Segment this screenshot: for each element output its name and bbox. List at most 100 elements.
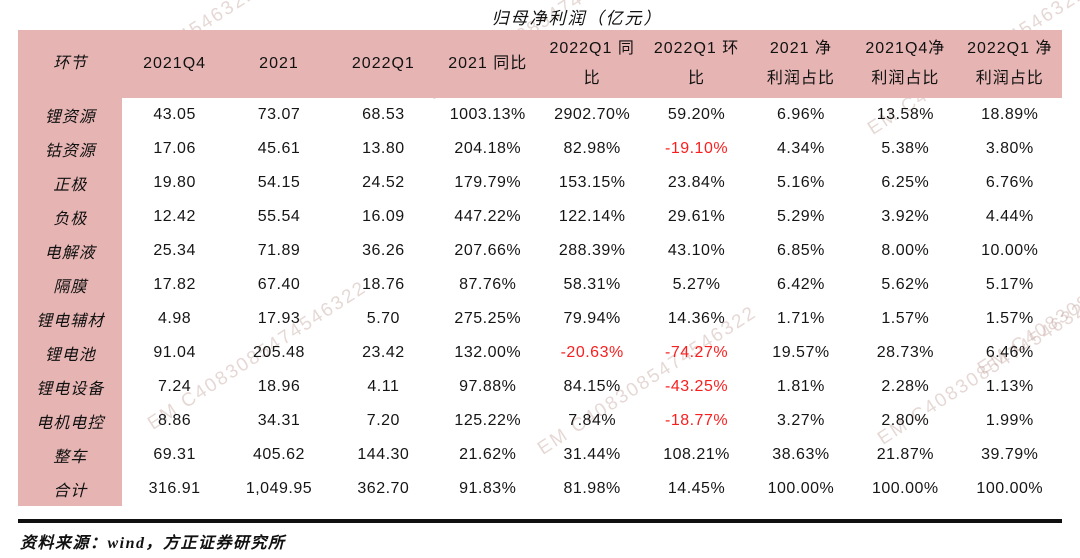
header-row: 环节 2021Q4 2021 2022Q1 2021 同比 2022Q1 同 比… [18,30,1062,98]
table-cell: 100.00% [767,480,835,497]
table-cell: 34.31 [257,412,301,429]
table-cell: 125.22% [454,412,522,429]
row-label: 锂电辅材 [18,302,123,336]
table-cell: 29.61% [667,208,726,225]
table-cell: 14.36% [667,310,726,327]
table-cell: 179.79% [454,174,522,191]
table-cell: 87.76% [459,276,517,293]
table-cell: 4.98 [158,310,192,327]
column-header-2021-profit-share: 2021 净 利润占比 [748,30,854,98]
table-cell: 5.62% [881,276,930,293]
row-label: 隔膜 [18,268,123,302]
table-cell: 362.70 [357,480,410,497]
table-cell: 6.46% [985,344,1034,361]
table-row: 锂资源 43.05 73.07 68.53 1003.13% 2902.70% … [18,98,1062,132]
table-row: 整车 69.31 405.62 144.30 21.62% 31.44% 108… [18,438,1062,472]
table-cell: 5.29% [776,208,825,225]
table-cell: 5.38% [881,140,930,157]
table-cell: 2.80% [881,412,930,429]
row-label: 正极 [18,166,123,200]
table-cell: 5.27% [672,276,721,293]
table-cell: 108.21% [663,446,730,463]
table-cell: -18.77% [664,412,729,429]
column-header-segment: 环节 [18,30,123,98]
table-cell: 38.63% [772,446,830,463]
table-cell: -74.27% [664,344,729,361]
table-cell: 17.82 [153,276,196,293]
table-cell: 45.61 [257,140,301,157]
row-label: 锂电设备 [18,370,123,404]
table-cell: 54.15 [257,174,301,191]
table-cell: 23.42 [362,344,405,361]
table-cell: 8.86 [158,412,192,429]
table-cell: 405.62 [253,446,305,463]
table-cell: 2902.70% [554,106,631,123]
table-cell: 21.62% [459,446,517,463]
table-cell: 43.05 [153,106,196,123]
source-note: 资料来源：wind，方正证券研究所 [20,535,286,552]
table-cell: 1.57% [985,310,1034,327]
table-cell: 6.85% [776,242,825,259]
table-cell: 82.98% [563,140,621,157]
table-header: 环节 2021Q4 2021 2022Q1 2021 同比 2022Q1 同 比… [18,30,1062,98]
column-header-2021q4-profit-share: 2021Q4净 利润占比 [853,30,958,98]
row-label: 整车 [18,438,123,472]
table-row: 电机电控 8.86 34.31 7.20 125.22% 7.84% -18.7… [18,404,1062,438]
table-cell: 5.70 [366,310,400,327]
table-cell: 132.00% [454,344,522,361]
table-cell: 316.91 [148,480,201,497]
table-cell: 447.22% [454,208,522,225]
table-cell: 7.24 [158,378,192,395]
table-row: 负极 12.42 55.54 16.09 447.22% 122.14% 29.… [18,200,1062,234]
table-cell: 204.18% [454,140,522,157]
table-cell: 24.52 [362,174,405,191]
table-cell: 6.96% [776,106,825,123]
table-cell: 3.27% [776,412,825,429]
table-cell: 69.31 [153,446,196,463]
table-cell: 17.06 [153,140,196,157]
table-cell: 6.25% [881,174,930,191]
row-label: 钴资源 [18,132,123,166]
table-row: 正极 19.80 54.15 24.52 179.79% 153.15% 23.… [18,166,1062,200]
table-cell: 13.80 [362,140,405,157]
table-cell: 3.80% [985,140,1034,157]
table-body: 锂资源 43.05 73.07 68.53 1003.13% 2902.70% … [18,98,1062,506]
table-cell: 1.71% [776,310,825,327]
table-cell: 59.20% [667,106,726,123]
table-cell: 17.93 [257,310,301,327]
table-row: 锂电池 91.04 205.48 23.42 132.00% -20.63% -… [18,336,1062,370]
column-header-2022q1-yoy: 2022Q1 同 比 [539,30,645,98]
table-cell: 39.79% [981,446,1039,463]
table-cell: 288.39% [558,242,626,259]
table-cell: -19.10% [664,140,729,157]
table-cell: 144.30 [357,446,410,463]
table-cell: 1.81% [776,378,825,395]
table-cell: 79.94% [563,310,621,327]
row-label: 合计 [18,472,123,506]
table-row: 锂电辅材 4.98 17.93 5.70 275.25% 79.94% 14.3… [18,302,1062,336]
table-cell: 122.14% [558,208,626,225]
table-cell: 2.28% [881,378,930,395]
table-cell: 31.44% [563,446,621,463]
table-row: 钴资源 17.06 45.61 13.80 204.18% 82.98% -19… [18,132,1062,166]
table-cell: 55.54 [257,208,301,225]
table-cell: 28.73% [876,344,934,361]
table-cell: 5.17% [985,276,1034,293]
table-cell: 1.57% [881,310,930,327]
table-cell: 6.42% [776,276,825,293]
table-cell: 18.76 [362,276,405,293]
table-cell: 4.44% [985,208,1034,225]
table-cell: 3.92% [881,208,930,225]
row-label: 负极 [18,200,123,234]
table-cell: 1.13% [985,378,1034,395]
table-cell: 18.89% [981,106,1039,123]
table-cell: 67.40 [257,276,301,293]
table-cell: 4.34% [776,140,825,157]
table-title: 归母净利润（亿元） [491,9,663,28]
table-cell: 6.76% [985,174,1034,191]
table-cell: -20.63% [560,344,624,361]
table-cell: 1003.13% [449,106,526,123]
table-cell: 205.48 [253,344,305,361]
table-cell: 18.96 [257,378,301,395]
table-cell: 43.10% [667,242,726,259]
